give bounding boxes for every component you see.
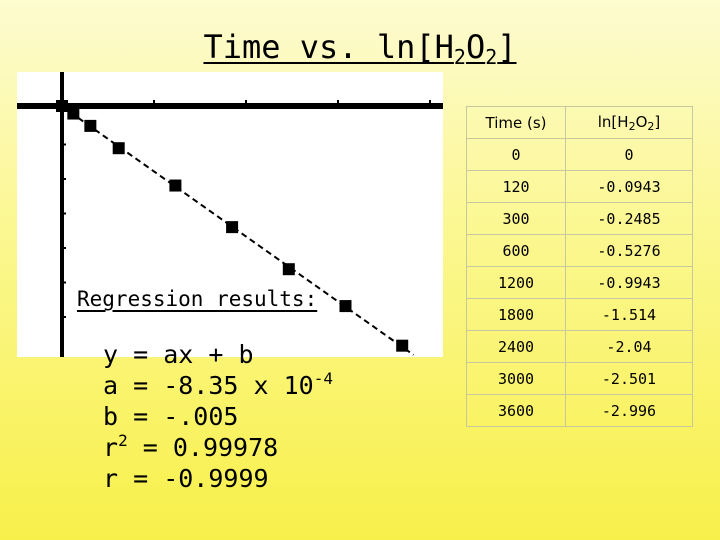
cell-ln: -2.501 [565, 362, 693, 395]
regression-a-exponent: -4 [313, 369, 333, 388]
cell-time: 1800 [466, 298, 566, 331]
header-ln-sub-1: 2 [628, 119, 636, 133]
table-row: 1800 -1.514 [466, 298, 693, 331]
header-ln-sub-2: 2 [647, 119, 655, 133]
cell-ln: 0 [565, 138, 693, 171]
regression-equation: y = ax + b [103, 340, 254, 369]
scatter-plot [17, 72, 443, 357]
data-point [226, 221, 239, 234]
table-row: 3000 -2.501 [466, 362, 693, 395]
table-row: 300 -0.2485 [466, 202, 693, 235]
title-sub-1: 2 [453, 45, 466, 69]
regression-a-text: a = -8.35 x 10 [103, 371, 314, 400]
regression-b: b = -.005 [103, 402, 239, 431]
header-ln: ln[H2O2] [565, 106, 693, 139]
cell-time: 3600 [466, 394, 566, 427]
table-row: 3600 -2.996 [466, 394, 693, 427]
cell-ln: -0.5276 [565, 234, 693, 267]
table-row: 2400 -2.04 [466, 330, 693, 363]
data-point [84, 119, 97, 132]
table-header-row: Time (s) ln[H2O2] [466, 106, 693, 139]
regression-r2-exponent: 2 [118, 431, 128, 450]
cell-time: 2400 [466, 330, 566, 363]
cell-time: 300 [466, 202, 566, 235]
regression-a: a = -8.35 x 10-4 [103, 370, 333, 401]
table-row: 120 -0.0943 [466, 170, 693, 203]
regression-r: r = -0.9999 [103, 464, 269, 493]
header-ln-mid: O [635, 112, 648, 131]
data-point [282, 263, 295, 276]
title-sub-2: 2 [485, 45, 498, 69]
cell-ln: -2.04 [565, 330, 693, 363]
chart-ticks [62, 100, 431, 318]
data-point [169, 179, 182, 192]
cell-time: 1200 [466, 266, 566, 299]
table-row: 600 -0.5276 [466, 234, 693, 267]
title-suffix: ] [497, 28, 517, 66]
title-mid: O [465, 28, 486, 66]
regression-r2-prefix: r [103, 433, 119, 462]
header-ln-prefix: ln[H [597, 112, 629, 131]
header-ln-suffix: ] [654, 112, 661, 131]
regression-r2: r2 = 0.99978 [103, 432, 333, 463]
cell-time: 0 [466, 138, 566, 171]
data-points [56, 100, 409, 352]
header-time: Time (s) [466, 106, 566, 139]
chart-svg [17, 72, 443, 357]
cell-time: 600 [466, 234, 566, 267]
data-point [56, 100, 68, 112]
regression-r2-value: = 0.99978 [127, 433, 279, 462]
data-point [67, 107, 80, 120]
regression-heading: Regression results: [77, 287, 318, 311]
cell-time: 120 [466, 170, 566, 203]
cell-time: 3000 [466, 362, 566, 395]
table-row: 1200 -0.9943 [466, 266, 693, 299]
chart-axes [17, 72, 443, 357]
data-point [396, 339, 409, 352]
cell-ln: -1.514 [565, 298, 693, 331]
cell-ln: -2.996 [565, 394, 693, 427]
regression-results: y = ax + b a = -8.35 x 10-4 b = -.005 r2… [103, 339, 333, 494]
data-point [112, 142, 125, 155]
cell-ln: -0.9943 [565, 266, 693, 299]
slide-title: Time vs. ln[H2O2] [0, 28, 720, 69]
cell-ln: -0.2485 [565, 202, 693, 235]
data-point [339, 300, 352, 313]
cell-ln: -0.0943 [565, 170, 693, 203]
title-prefix: Time vs. ln[H [203, 28, 454, 66]
